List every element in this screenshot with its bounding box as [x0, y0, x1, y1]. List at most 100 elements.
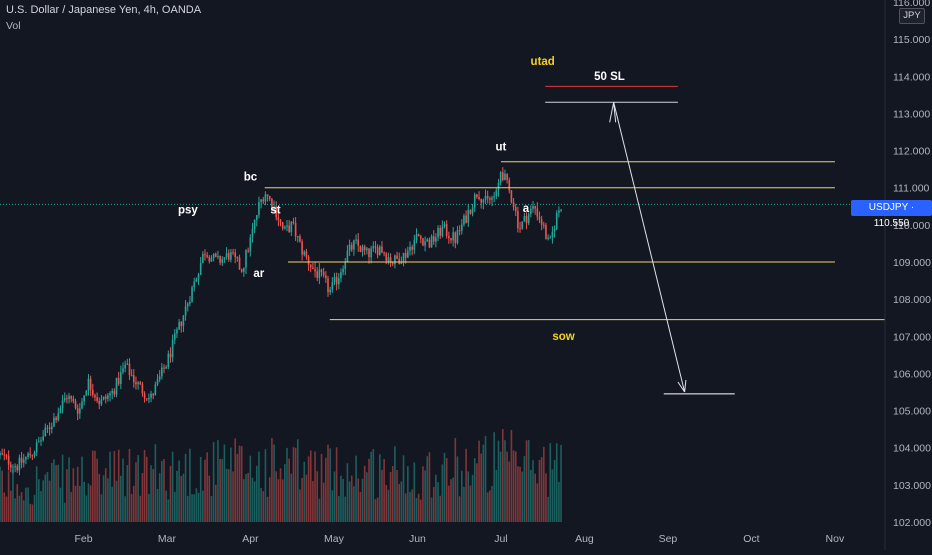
- candle-body: [368, 248, 370, 258]
- candle-body: [314, 269, 316, 272]
- volume-bar: [404, 493, 407, 522]
- candle-body: [419, 236, 422, 239]
- candle-body: [243, 267, 245, 272]
- annotation-label: psy: [178, 205, 198, 217]
- candle-body: [251, 229, 254, 238]
- candle-body: [422, 238, 424, 246]
- volume-bar: [389, 471, 392, 522]
- candle-body: [370, 248, 372, 258]
- volume-bar: [346, 463, 349, 522]
- volume-bar: [273, 444, 275, 522]
- candle-body: [221, 259, 224, 263]
- candle-body: [12, 466, 14, 468]
- candle-body: [230, 252, 232, 260]
- candle-body: [156, 379, 159, 385]
- candle-body: [225, 253, 228, 258]
- currency-button[interactable]: JPY: [899, 8, 925, 24]
- candle-body: [445, 224, 448, 237]
- volume-bar: [337, 496, 340, 522]
- volume-bar: [20, 492, 23, 522]
- symbol-title[interactable]: U.S. Dollar / Japanese Yen, 4h, OANDA: [6, 4, 202, 16]
- volume-bar: [331, 490, 334, 522]
- candle-body: [409, 246, 411, 251]
- candle-body: [491, 197, 493, 200]
- volume-bar: [176, 470, 178, 522]
- candle-body: [417, 234, 420, 237]
- candle-body: [219, 256, 221, 263]
- volume-bar: [290, 473, 293, 522]
- candle-body: [94, 395, 96, 398]
- volume-bar: [419, 499, 422, 522]
- volume-bar: [385, 485, 388, 522]
- candle-body: [378, 246, 381, 255]
- volume-bar: [415, 497, 418, 522]
- candle-body: [532, 206, 534, 209]
- volume-bar: [542, 446, 545, 522]
- candle-body: [519, 227, 521, 229]
- volume-bar: [553, 460, 556, 522]
- volume-bar: [79, 485, 81, 522]
- volume-bar: [178, 460, 180, 522]
- volume-bar: [435, 474, 437, 522]
- volume-bar: [387, 489, 390, 522]
- volume-bar: [240, 446, 243, 522]
- candle-body: [271, 198, 273, 210]
- candle-body: [53, 417, 55, 427]
- candle-body: [301, 241, 303, 255]
- volume-bar: [471, 474, 474, 522]
- volume-bar: [120, 475, 122, 522]
- candle-body: [234, 252, 237, 258]
- candle-body: [284, 226, 286, 229]
- volume-bar: [279, 468, 282, 522]
- annotations-layer: bc psy st ar ut utad 50 SL sow a: [178, 56, 625, 343]
- volume-bar: [460, 470, 463, 522]
- volume-bar: [318, 498, 321, 522]
- volume-bar: [467, 471, 470, 522]
- projection-arrowhead: [677, 381, 686, 393]
- candle-body: [553, 228, 556, 232]
- volume-bar: [424, 470, 426, 522]
- candle-body: [331, 282, 334, 290]
- candle-body: [279, 220, 282, 223]
- candle-body: [273, 206, 275, 210]
- volume-bar: [255, 465, 258, 522]
- volume-indicator-label[interactable]: Vol: [6, 20, 21, 32]
- volume-bar: [35, 466, 38, 522]
- volume-bar: [53, 459, 55, 522]
- candle-body: [249, 237, 252, 252]
- volume-bar: [29, 503, 32, 522]
- candle-body: [376, 247, 379, 255]
- volume-bar: [534, 473, 536, 522]
- volume-bar: [227, 469, 230, 522]
- candle-body: [527, 213, 530, 224]
- candle-body: [337, 278, 340, 285]
- volume-bar: [22, 500, 25, 522]
- candle-body: [353, 240, 355, 250]
- candle-body: [499, 172, 502, 183]
- candle-body: [191, 287, 193, 302]
- candle-body: [204, 253, 206, 256]
- volume-bar: [294, 447, 297, 522]
- candle-body: [253, 219, 256, 230]
- annotation-label: sow: [552, 331, 574, 343]
- candle-body: [432, 236, 435, 242]
- volume-bar: [225, 468, 228, 522]
- annotation-label: 50 SL: [594, 71, 625, 83]
- candle-body: [81, 401, 83, 409]
- volume-bar: [104, 468, 107, 522]
- candle-body: [247, 250, 249, 252]
- candle-body: [193, 281, 196, 288]
- candle-body: [510, 190, 513, 203]
- volume-bar: [368, 458, 370, 522]
- volume-bar: [169, 466, 172, 522]
- candle-body: [22, 459, 25, 463]
- candle-body: [530, 208, 532, 214]
- volume-bar: [312, 481, 314, 522]
- volume-bar: [517, 466, 519, 522]
- volume-bar: [243, 479, 245, 522]
- candle-body: [102, 396, 105, 400]
- candle-body: [344, 261, 347, 269]
- volume-bar: [171, 451, 174, 522]
